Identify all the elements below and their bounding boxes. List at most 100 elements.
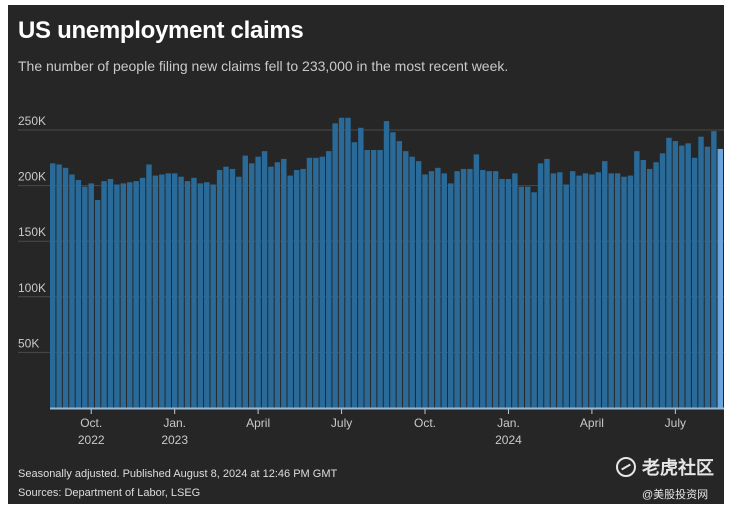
y-tick-label: 50K: [18, 336, 39, 350]
bar: [505, 178, 512, 408]
x-tick-label: Oct.: [80, 416, 102, 430]
bar: [223, 166, 229, 408]
bar: [248, 163, 255, 408]
bar: [499, 178, 505, 408]
bar: [255, 156, 261, 408]
chart-subtitle: The number of people filing new claims f…: [18, 58, 509, 74]
bar: [364, 150, 370, 408]
bar: [358, 127, 364, 408]
bar: [326, 151, 332, 408]
bar: [114, 184, 120, 408]
bar: [698, 136, 704, 409]
x-tick-label: July: [331, 416, 352, 430]
bar: [178, 176, 184, 408]
bar: [152, 175, 159, 408]
tiger-logo-icon: [616, 457, 636, 477]
bar: [94, 200, 101, 408]
bar: [69, 174, 75, 408]
bar: [640, 160, 646, 408]
x-tick-label: Jan.: [497, 416, 520, 430]
bar: [216, 170, 223, 408]
bar: [563, 184, 569, 408]
bar-chart: 50K 100K 150K 200K 250K Oct. 2022 Jan. 2023 April…: [18, 114, 724, 447]
bar: [608, 173, 614, 408]
bar: [582, 173, 589, 408]
footnote: Seasonally adjusted. Published August 8,…: [18, 468, 338, 480]
bar: [107, 178, 114, 408]
bar: [101, 181, 107, 408]
bar: [435, 167, 441, 408]
bar: [447, 183, 454, 408]
x-tick-label: April: [246, 416, 270, 430]
bar: [557, 172, 563, 408]
bar: [518, 186, 525, 408]
watermark-brand-text: 老虎社区: [642, 458, 714, 478]
bar: [627, 175, 634, 408]
bar: [274, 162, 281, 408]
bar-layer: [50, 117, 723, 409]
bar: [120, 183, 127, 408]
bar: [691, 157, 698, 408]
bar: [396, 141, 403, 408]
bar: [704, 146, 711, 408]
bar: [390, 132, 396, 408]
sources-note: Sources: Department of Labor, LSEG: [18, 487, 201, 499]
bar: [229, 168, 236, 408]
bar: [133, 181, 139, 408]
chart-title: US unemployment claims: [18, 17, 304, 44]
bar: [332, 123, 338, 408]
bar: [646, 168, 653, 408]
bar: [281, 158, 287, 408]
bar: [634, 151, 640, 408]
bar: [531, 192, 537, 408]
bar: [659, 153, 666, 408]
bar: [653, 162, 659, 408]
bar: [460, 168, 467, 408]
bar: [191, 177, 197, 408]
bar: [550, 173, 557, 408]
watermark-handle: @美股投资网: [642, 489, 709, 501]
y-tick-label: 100K: [18, 281, 46, 295]
bar: [184, 181, 191, 408]
bar: [621, 176, 627, 408]
bar: [441, 173, 447, 408]
bar: [711, 131, 717, 409]
bar: [210, 184, 216, 408]
bar: [614, 173, 621, 408]
bar: [56, 164, 62, 408]
bar: [377, 150, 383, 408]
bar: [679, 145, 685, 408]
x-tick-label: Oct.: [414, 416, 436, 430]
y-tick-label: 250K: [18, 114, 46, 128]
bar: [602, 161, 608, 408]
bar: [306, 157, 313, 408]
bar: [569, 171, 576, 408]
bar: [197, 183, 204, 408]
bar: [467, 168, 473, 408]
bar: [480, 170, 486, 408]
bar: [351, 142, 358, 409]
bar: [486, 171, 492, 408]
bar: [236, 176, 242, 408]
axis-layer: 50K 100K 150K 200K 250K Oct. 2022 Jan. 2023 April…: [18, 114, 724, 447]
x-tick-label: April: [580, 416, 604, 430]
bar: [666, 137, 672, 408]
bar: [717, 148, 723, 408]
bar: [50, 163, 56, 408]
x-tick-label: Jan.: [163, 416, 186, 430]
x-tick-year: 2022: [78, 433, 105, 447]
bar: [422, 174, 428, 408]
bar: [82, 186, 88, 408]
watermark-brand: 老虎社区: [616, 454, 714, 480]
bar: [287, 175, 293, 408]
x-tick-year: 2024: [495, 433, 522, 447]
y-tick-label: 150K: [18, 225, 46, 239]
bar: [139, 177, 146, 408]
bar: [204, 182, 210, 408]
bar: [127, 182, 133, 408]
y-tick-label: 200K: [18, 170, 46, 184]
bar: [525, 186, 531, 408]
x-tick-year: 2023: [161, 433, 188, 447]
chart-frame: US unemployment claims The number of peo…: [8, 5, 724, 504]
bar: [512, 173, 518, 408]
